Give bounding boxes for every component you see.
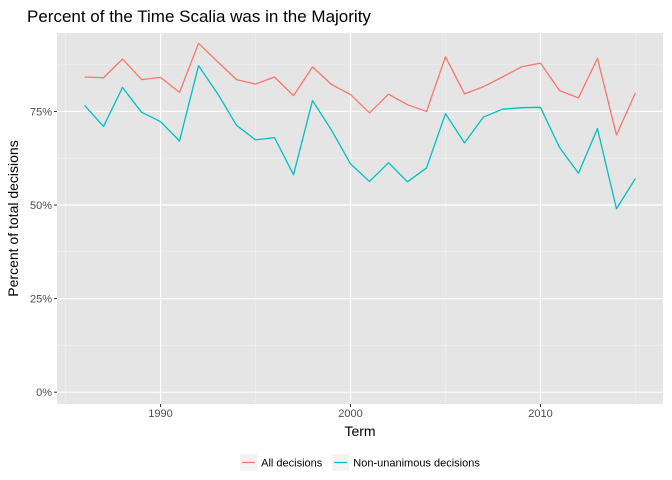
y-tick-label: 75%: [30, 106, 52, 118]
legend-label-0: All decisions: [261, 458, 323, 470]
plot-panel: [57, 33, 663, 404]
y-axis-title: Percent of total decisions: [5, 140, 21, 296]
series-line-1: [84, 65, 637, 210]
y-tick-label: 50%: [30, 200, 52, 212]
x-tick-label: 2000: [338, 408, 362, 420]
legend: All decisions Non-unanimous decisions: [240, 454, 480, 471]
x-axis-title: Term: [344, 423, 375, 439]
y-tick-label: 25%: [30, 294, 52, 306]
x-tick-label: 1990: [148, 408, 172, 420]
y-tick-label: 0%: [36, 387, 52, 399]
x-axis: 1990 2000 2010: [148, 404, 553, 420]
series-line-0: [84, 42, 637, 136]
x-tick-label: 2010: [528, 408, 552, 420]
y-axis: 0% 25% 50% 75%: [30, 106, 57, 399]
grid-minor: [57, 33, 663, 404]
series-lines: [84, 42, 637, 210]
chart-title: Percent of the Time Scalia was in the Ma…: [27, 7, 371, 26]
grid-major: [57, 33, 663, 404]
legend-label-1: Non-unanimous decisions: [353, 458, 480, 470]
